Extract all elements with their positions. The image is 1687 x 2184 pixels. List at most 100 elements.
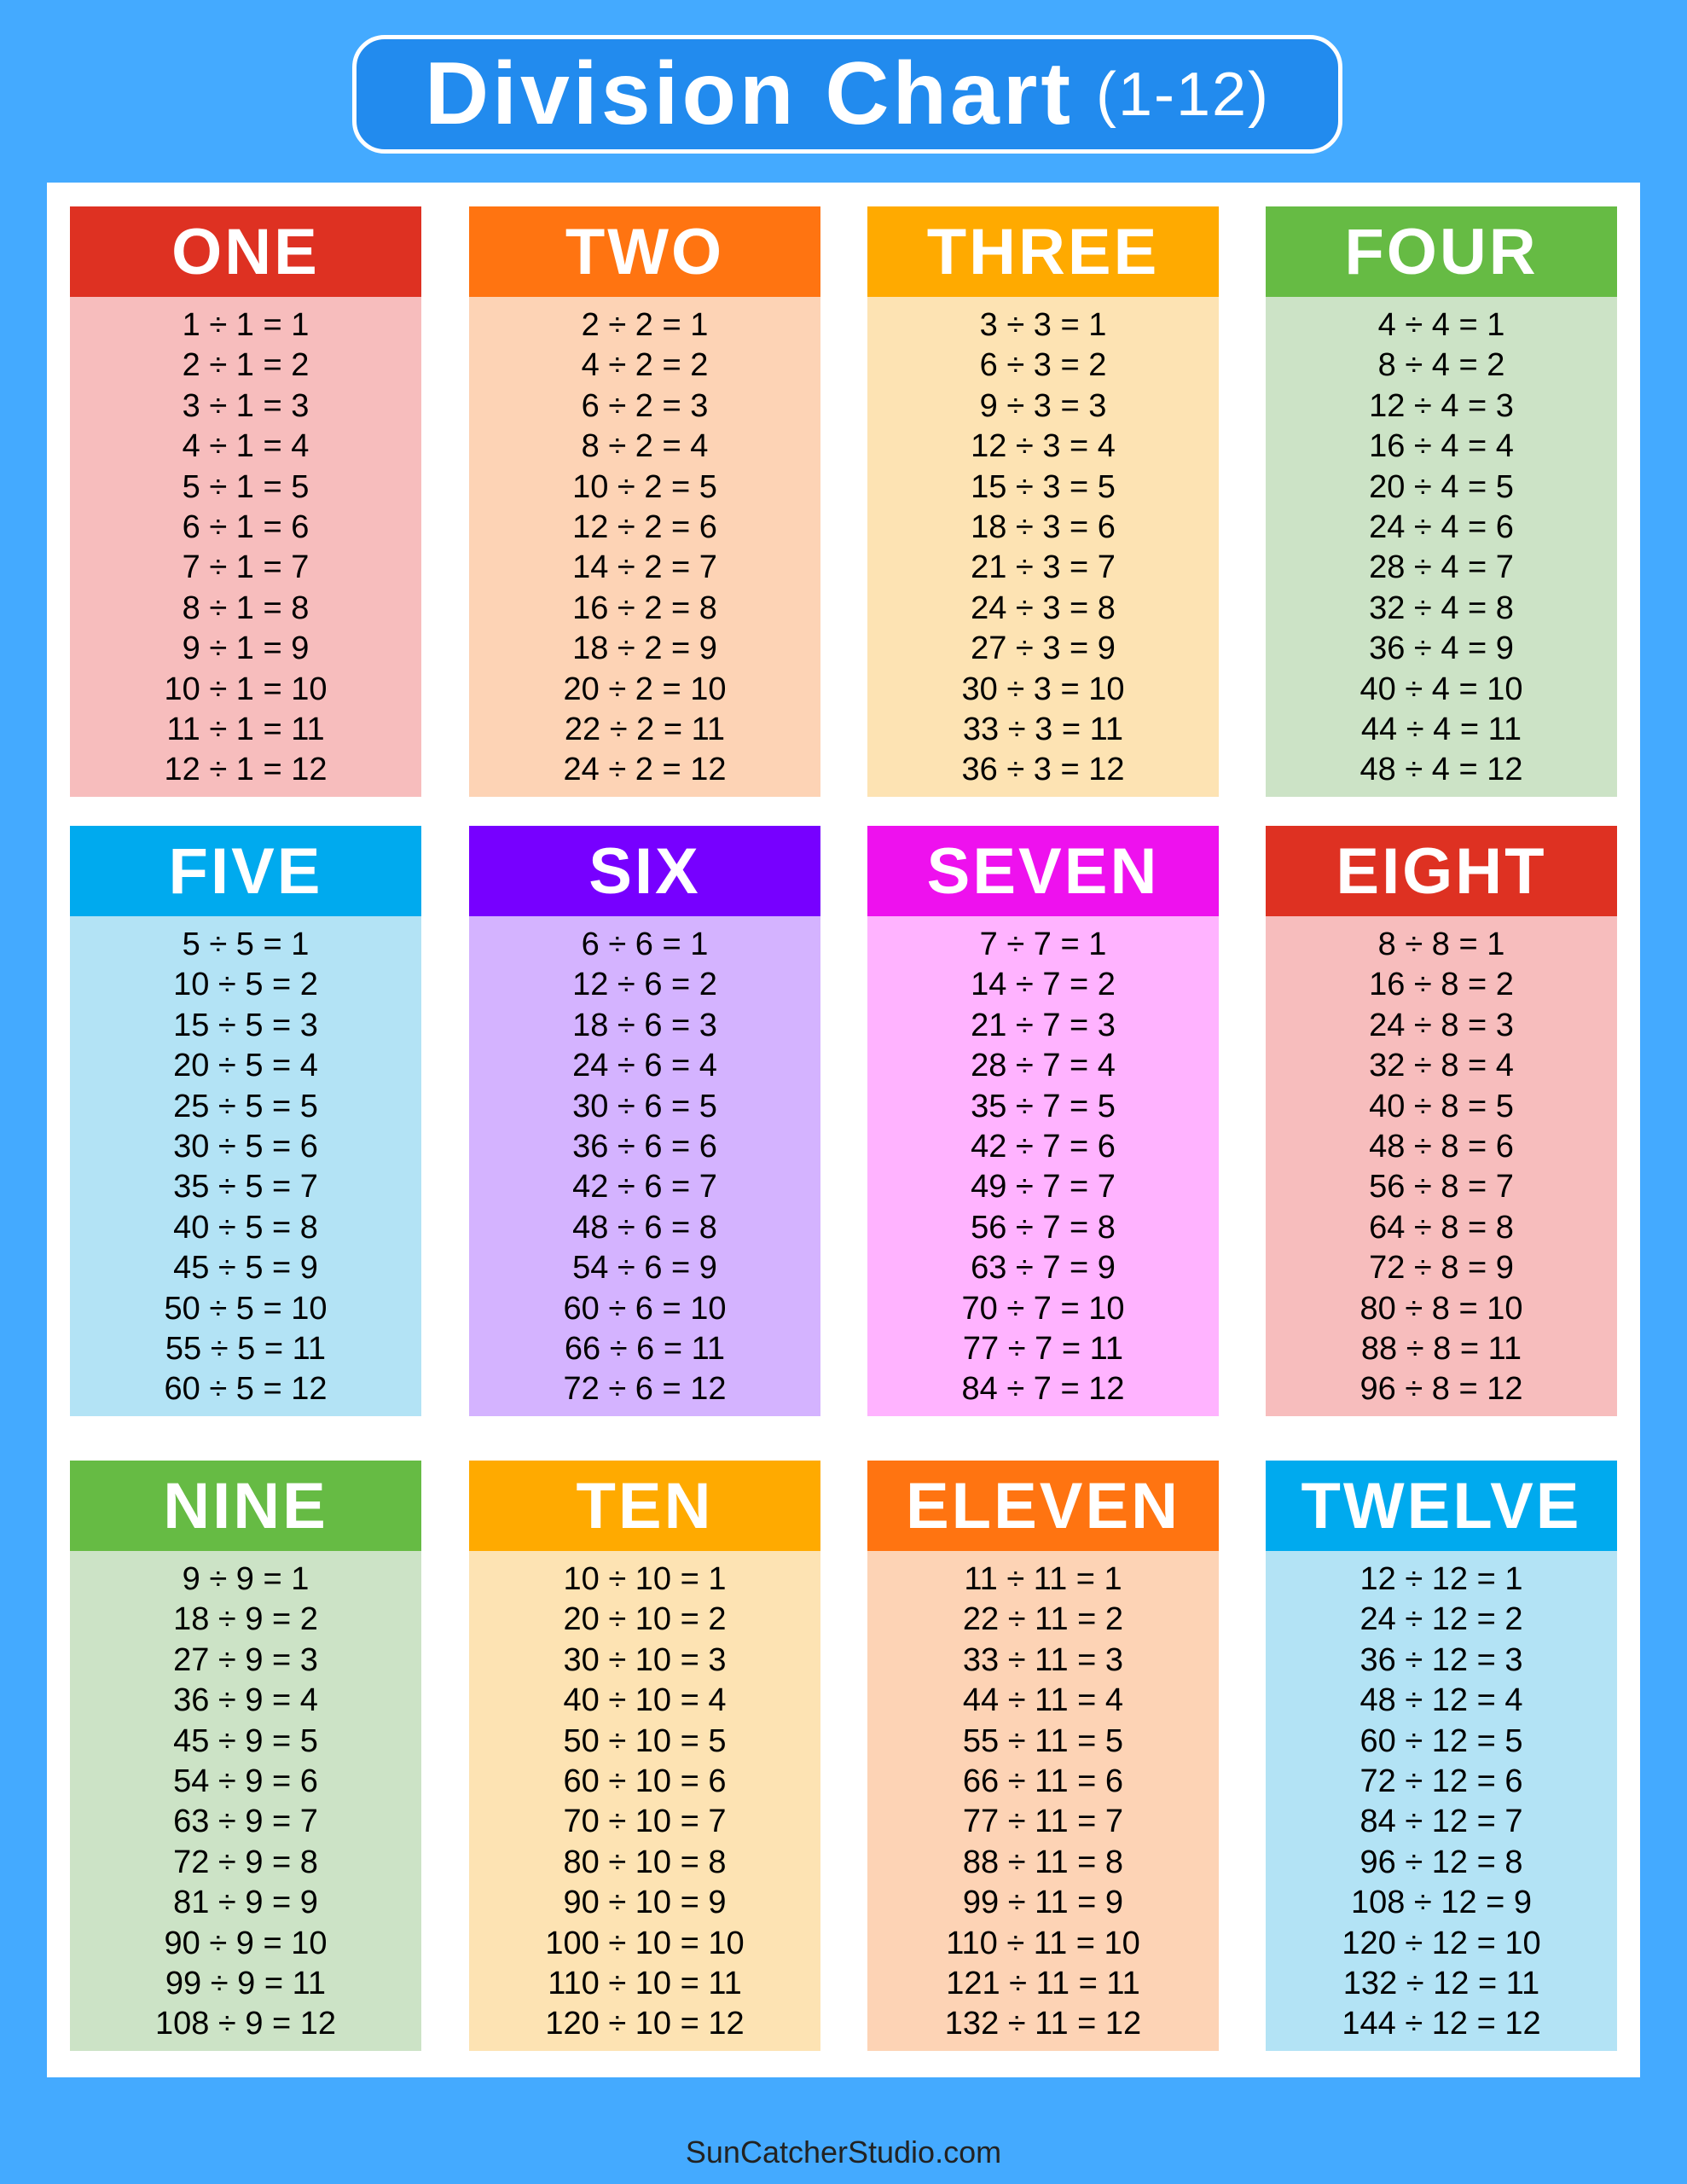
card-body: 4 ÷ 4 = 1 8 ÷ 4 = 2 12 ÷ 4 = 3 16 ÷ 4 = 4 20…	[1266, 297, 1617, 797]
card-header: TWO	[469, 206, 820, 297]
division-fact: 40 ÷ 8 = 5	[1369, 1088, 1514, 1124]
division-fact: 20 ÷ 5 = 4	[173, 1048, 318, 1084]
division-fact: 60 ÷ 6 = 10	[563, 1290, 727, 1327]
division-fact: 21 ÷ 7 = 3	[971, 1007, 1116, 1043]
division-fact: 50 ÷ 5 = 10	[164, 1290, 328, 1327]
division-fact: 36 ÷ 6 = 6	[572, 1128, 717, 1165]
division-card-ten: TEN 10 ÷ 10 = 1 20 ÷ 10 = 2 30 ÷ 10 = 3 40 ÷…	[469, 1461, 820, 2051]
title-banner: Division Chart (1-12)	[352, 35, 1342, 154]
division-fact: 49 ÷ 7 = 7	[971, 1169, 1116, 1205]
card-header: TEN	[469, 1461, 820, 1551]
division-fact: 56 ÷ 7 = 8	[971, 1209, 1116, 1246]
card-header: ONE	[70, 206, 421, 297]
division-fact: 10 ÷ 5 = 2	[173, 967, 318, 1003]
division-fact: 14 ÷ 2 = 7	[572, 549, 717, 586]
division-fact: 108 ÷ 9 = 12	[154, 2006, 337, 2042]
division-fact: 90 ÷ 9 = 10	[164, 1925, 328, 1961]
division-fact: 24 ÷ 4 = 6	[1369, 508, 1514, 545]
division-card-six: SIX 6 ÷ 6 = 1 12 ÷ 6 = 2 18 ÷ 6 = 3 24 ÷ 6 =…	[469, 826, 820, 1416]
division-fact: 30 ÷ 5 = 6	[173, 1128, 318, 1165]
card-header: FOUR	[1266, 206, 1617, 297]
division-fact: 12 ÷ 6 = 2	[572, 967, 717, 1003]
division-fact: 60 ÷ 10 = 6	[563, 1763, 727, 1799]
division-card-eight: EIGHT 8 ÷ 8 = 1 16 ÷ 8 = 2 24 ÷ 8 = 3 32 ÷ 8…	[1266, 826, 1617, 1416]
division-fact: 10 ÷ 2 = 5	[572, 468, 717, 505]
division-fact: 132 ÷ 11 = 12	[944, 2006, 1142, 2042]
division-fact: 22 ÷ 11 = 2	[962, 1601, 1124, 1638]
card-body: 10 ÷ 10 = 1 20 ÷ 10 = 2 30 ÷ 10 = 3 40 ÷ 10…	[469, 1551, 820, 2051]
card-body: 7 ÷ 7 = 1 14 ÷ 7 = 2 21 ÷ 7 = 3 28 ÷ 7 = 4 3…	[867, 916, 1219, 1416]
division-fact: 8 ÷ 4 = 2	[1377, 347, 1505, 384]
division-fact: 100 ÷ 10 = 10	[545, 1925, 745, 1961]
division-card-four: FOUR 4 ÷ 4 = 1 8 ÷ 4 = 2 12 ÷ 4 = 3 16 ÷ 4 =…	[1266, 206, 1617, 797]
division-fact: 16 ÷ 8 = 2	[1369, 967, 1514, 1003]
division-fact: 40 ÷ 5 = 8	[173, 1209, 318, 1246]
division-fact: 36 ÷ 4 = 9	[1369, 630, 1514, 667]
division-fact: 16 ÷ 4 = 4	[1369, 428, 1514, 465]
division-card-seven: SEVEN 7 ÷ 7 = 1 14 ÷ 7 = 2 21 ÷ 7 = 3 28 ÷ 7…	[867, 826, 1219, 1416]
division-card-twelve: TWELVE 12 ÷ 12 = 1 24 ÷ 12 = 2 36 ÷ 12 = 3 4…	[1266, 1461, 1617, 2051]
division-fact: 70 ÷ 7 = 10	[961, 1290, 1125, 1327]
division-fact: 33 ÷ 11 = 3	[962, 1641, 1124, 1678]
division-fact: 54 ÷ 9 = 6	[173, 1763, 318, 1799]
division-fact: 7 ÷ 7 = 1	[979, 926, 1107, 962]
division-fact: 6 ÷ 3 = 2	[979, 347, 1107, 384]
division-fact: 110 ÷ 10 = 11	[548, 1965, 742, 2001]
division-fact: 48 ÷ 12 = 4	[1359, 1682, 1523, 1719]
card-header: ELEVEN	[867, 1461, 1219, 1551]
division-fact: 72 ÷ 8 = 9	[1369, 1250, 1514, 1287]
division-fact: 24 ÷ 3 = 8	[971, 590, 1116, 626]
division-fact: 11 ÷ 11 = 1	[964, 1561, 1122, 1597]
division-fact: 110 ÷ 11 = 10	[946, 1925, 1140, 1961]
card-body: 11 ÷ 11 = 1 22 ÷ 11 = 2 33 ÷ 11 = 3 44 ÷ 11…	[867, 1551, 1219, 2051]
card-body: 12 ÷ 12 = 1 24 ÷ 12 = 2 36 ÷ 12 = 3 48 ÷ 12…	[1266, 1551, 1617, 2051]
division-fact: 35 ÷ 7 = 5	[971, 1088, 1116, 1124]
division-card-nine: NINE 9 ÷ 9 = 1 18 ÷ 9 = 2 27 ÷ 9 = 3 36 ÷ 9 …	[70, 1461, 421, 2051]
division-fact: 20 ÷ 2 = 10	[563, 671, 727, 707]
division-fact: 99 ÷ 9 = 11	[165, 1965, 327, 2001]
division-fact: 132 ÷ 12 = 11	[1342, 1965, 1540, 2001]
footer-site: SunCatcherStudio.com	[685, 2135, 1002, 2169]
division-fact: 24 ÷ 6 = 4	[572, 1048, 717, 1084]
division-fact: 12 ÷ 2 = 6	[572, 508, 717, 545]
division-fact: 5 ÷ 1 = 5	[182, 468, 310, 505]
division-fact: 36 ÷ 3 = 12	[961, 752, 1125, 788]
division-fact: 11 ÷ 1 = 11	[166, 711, 325, 747]
division-fact: 66 ÷ 6 = 11	[564, 1330, 726, 1367]
division-fact: 72 ÷ 6 = 12	[563, 1371, 727, 1408]
division-fact: 2 ÷ 1 = 2	[182, 347, 310, 384]
division-fact: 45 ÷ 5 = 9	[173, 1250, 318, 1287]
division-fact: 4 ÷ 4 = 1	[1377, 307, 1505, 343]
division-fact: 24 ÷ 8 = 3	[1369, 1007, 1514, 1043]
card-body: 8 ÷ 8 = 1 16 ÷ 8 = 2 24 ÷ 8 = 3 32 ÷ 8 = 4 4…	[1266, 916, 1617, 1416]
division-fact: 25 ÷ 5 = 5	[173, 1088, 318, 1124]
division-fact: 14 ÷ 7 = 2	[971, 967, 1116, 1003]
division-fact: 24 ÷ 12 = 2	[1359, 1601, 1523, 1638]
division-fact: 30 ÷ 3 = 10	[961, 671, 1125, 707]
division-fact: 120 ÷ 10 = 12	[545, 2006, 745, 2042]
division-fact: 8 ÷ 1 = 8	[182, 590, 310, 626]
division-fact: 18 ÷ 2 = 9	[572, 630, 717, 667]
division-fact: 60 ÷ 5 = 12	[164, 1371, 328, 1408]
division-fact: 48 ÷ 6 = 8	[572, 1209, 717, 1246]
division-fact: 6 ÷ 1 = 6	[182, 508, 310, 545]
division-fact: 44 ÷ 11 = 4	[962, 1682, 1124, 1719]
division-card-five: FIVE 5 ÷ 5 = 1 10 ÷ 5 = 2 15 ÷ 5 = 3 20 ÷ 5 …	[70, 826, 421, 1416]
card-body: 6 ÷ 6 = 1 12 ÷ 6 = 2 18 ÷ 6 = 3 24 ÷ 6 = 4 3…	[469, 916, 820, 1416]
division-fact: 20 ÷ 4 = 5	[1369, 468, 1514, 505]
division-fact: 55 ÷ 11 = 5	[962, 1722, 1124, 1759]
division-fact: 144 ÷ 12 = 12	[1342, 2006, 1541, 2042]
division-fact: 108 ÷ 12 = 9	[1350, 1885, 1533, 1921]
division-fact: 9 ÷ 9 = 1	[182, 1561, 310, 1597]
division-fact: 30 ÷ 6 = 5	[572, 1088, 717, 1124]
division-fact: 12 ÷ 4 = 3	[1369, 387, 1514, 424]
division-fact: 40 ÷ 4 = 10	[1359, 671, 1523, 707]
division-fact: 70 ÷ 10 = 7	[563, 1804, 727, 1840]
division-fact: 80 ÷ 10 = 8	[563, 1844, 727, 1880]
division-fact: 27 ÷ 9 = 3	[173, 1641, 318, 1678]
division-fact: 30 ÷ 10 = 3	[563, 1641, 727, 1678]
division-fact: 72 ÷ 9 = 8	[173, 1844, 318, 1880]
division-fact: 96 ÷ 12 = 8	[1359, 1844, 1523, 1880]
division-fact: 6 ÷ 2 = 3	[581, 387, 709, 424]
